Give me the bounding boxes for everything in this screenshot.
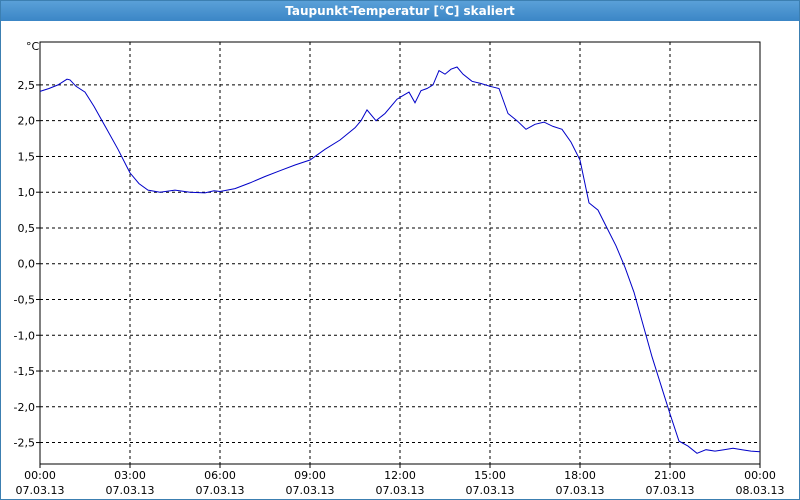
x-tick-label-time: 15:00 (474, 469, 506, 482)
x-tick-label-date: 07.03.13 (16, 484, 65, 497)
x-tick-label-date: 07.03.13 (196, 484, 245, 497)
y-tick-label: 2,0 (18, 115, 36, 128)
x-tick-label-time: 09:00 (294, 469, 326, 482)
x-tick-label-date: 07.03.13 (376, 484, 425, 497)
y-tick-label: -2,0 (14, 401, 35, 414)
y-axis-unit-label: °C (26, 40, 40, 53)
y-tick-label: -1,0 (14, 329, 35, 342)
series-line (39, 66, 761, 454)
x-tick-label-time: 12:00 (384, 469, 416, 482)
y-tick-label: -0,5 (14, 293, 35, 306)
x-tick-label-date: 07.03.13 (646, 484, 695, 497)
x-tick-label-time: 21:00 (654, 469, 686, 482)
y-tick-label: 2,5 (18, 79, 36, 92)
x-tick-label-date: 07.03.13 (466, 484, 515, 497)
x-tick-label-time: 00:00 (744, 469, 776, 482)
x-tick-label-date: 07.03.13 (286, 484, 335, 497)
x-tick-label-time: 03:00 (114, 469, 146, 482)
x-tick-label-date: 07.03.13 (556, 484, 605, 497)
window-title: Taupunkt-Temperatur [°C] skaliert (1, 1, 799, 21)
x-axis-ticks: 00:00 07.03.13 03:00 07.03.13 06:00 07.03.13 0… (16, 464, 785, 497)
y-axis-ticks: 2,5 2,0 1,5 1,0 0,5 0,0 -0,5 -1,0 -1,5 -2,0 -2,5 (14, 79, 40, 450)
x-tick-label-time: 00:00 (24, 469, 56, 482)
x-tick-label-date: 07.03.13 (106, 484, 155, 497)
y-tick-label: 0,5 (18, 222, 36, 235)
y-tick-label: 1,5 (18, 150, 36, 163)
y-tick-label: 0,0 (18, 258, 36, 271)
y-tick-label: 1,0 (18, 186, 36, 199)
grid-lines (40, 42, 760, 464)
x-tick-label-time: 18:00 (564, 469, 596, 482)
x-tick-label-time: 06:00 (204, 469, 236, 482)
y-tick-label: -1,5 (14, 365, 35, 378)
y-tick-label: -2,5 (14, 437, 35, 450)
x-tick-label-date: 08.03.13 (736, 484, 785, 497)
